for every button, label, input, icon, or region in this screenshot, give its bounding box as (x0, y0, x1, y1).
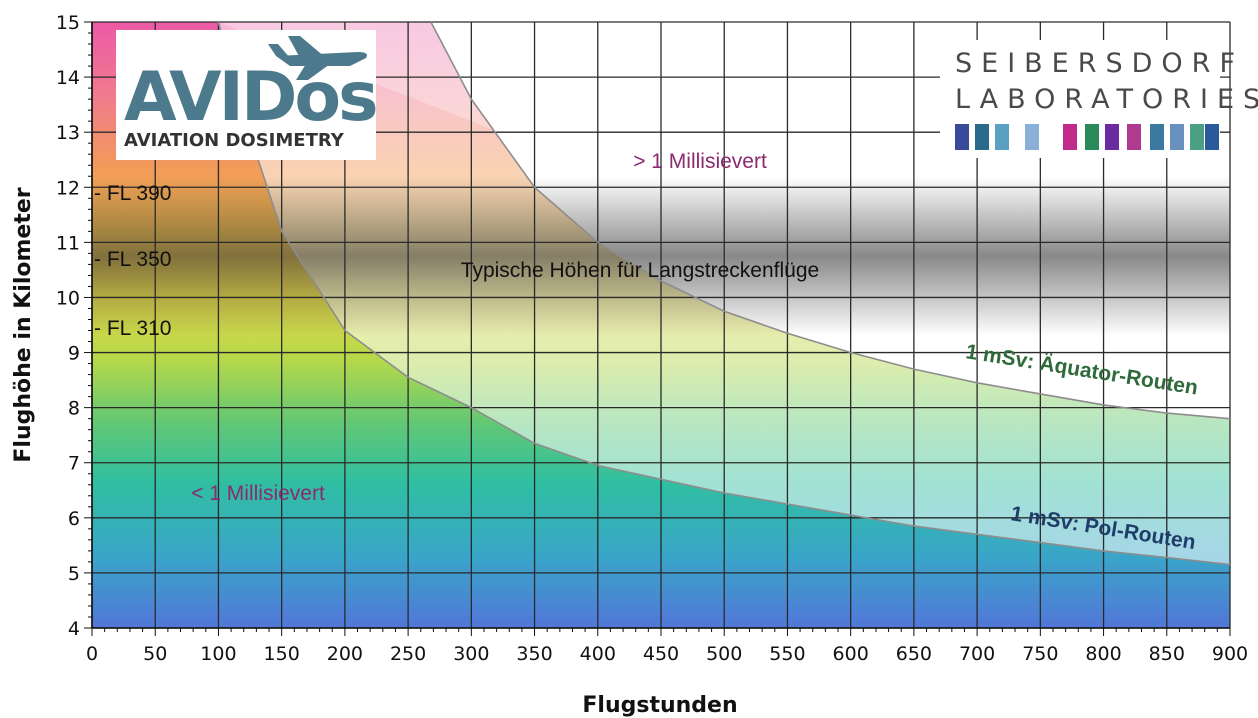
x-tick-label: 850 (1149, 643, 1185, 665)
x-axis-title: Flugstunden (582, 693, 737, 718)
y-axis-title: Flughöhe in Kilometer (11, 187, 36, 462)
seibersdorf-logo: SEIBERSDORF LABORATORIES (940, 40, 1258, 158)
flight-level-labels: - FL 390 - FL 350 - FL 310 (94, 182, 171, 340)
y-axis-ticks: 4 5 6 7 8 9 10 11 12 13 14 15 (56, 12, 80, 640)
x-tick-label: 700 (959, 643, 995, 665)
y-tick-label: 11 (56, 232, 80, 254)
seibersdorf-line2: LABORATORIES (955, 84, 1258, 115)
series-line-pol (217, 21, 1231, 566)
axes (84, 21, 1231, 636)
logo-stripe (1063, 124, 1077, 150)
y-tick-label: 6 (68, 508, 80, 530)
flight-level-label: - FL 390 (94, 182, 171, 205)
logo-stripe (955, 124, 969, 150)
avidos-logo: AVIDos AVIATION DOSIMETRY (116, 30, 379, 160)
x-tick-label: 100 (200, 643, 236, 665)
logo-stripe (1190, 124, 1204, 150)
logo-stripe (1150, 124, 1164, 150)
x-tick-label: 500 (706, 643, 742, 665)
y-tick-label: 12 (56, 177, 80, 199)
x-tick-label: 450 (643, 643, 679, 665)
x-tick-label: 800 (1085, 643, 1121, 665)
y-tick-label: 5 (68, 563, 80, 585)
x-tick-label: 650 (896, 643, 932, 665)
y-tick-label: 14 (56, 67, 80, 89)
x-tick-label: 400 (580, 643, 616, 665)
logo-stripe (1127, 124, 1141, 150)
logo-stripe (1025, 124, 1039, 150)
avidos-wordmark: AVIDos (124, 58, 376, 137)
y-tick-label: 13 (56, 122, 80, 144)
x-tick-label: 250 (390, 643, 426, 665)
x-axis-ticks: 0 50 100 150 200 250 300 350 400 450 500 550 600 650 7… (86, 643, 1248, 665)
y-tick-label: 15 (56, 12, 80, 34)
seibersdorf-line1: SEIBERSDORF (955, 48, 1244, 79)
series-line-aequator (430, 21, 1231, 420)
logo-color-stripes (955, 124, 1219, 150)
band-label: Typische Höhen für Langstreckenflüge (461, 259, 819, 282)
x-tick-label: 900 (1212, 643, 1248, 665)
x-tick-label: 350 (516, 643, 552, 665)
above-label: > 1 Millisievert (633, 150, 767, 173)
x-tick-label: 200 (327, 643, 363, 665)
x-tick-label: 600 (833, 643, 869, 665)
x-tick-label: 750 (1022, 643, 1058, 665)
logo-stripe (1170, 124, 1184, 150)
flight-level-label: - FL 350 (94, 248, 171, 271)
x-tick-label: 300 (453, 643, 489, 665)
logo-stripe (975, 124, 989, 150)
airplane-icon (268, 36, 367, 80)
y-tick-label: 4 (68, 618, 80, 640)
flight-level-label: - FL 310 (94, 317, 171, 340)
x-tick-label: 150 (264, 643, 300, 665)
y-tick-label: 10 (56, 287, 80, 309)
logo-stripe (1105, 124, 1119, 150)
y-tick-label: 9 (68, 343, 80, 365)
y-tick-label: 8 (68, 398, 80, 420)
logo-stripe (1085, 124, 1099, 150)
logo-stripe (995, 124, 1009, 150)
logo-stripe (1205, 124, 1219, 150)
below-label: < 1 Millisievert (191, 482, 325, 505)
x-tick-label: 550 (769, 643, 805, 665)
x-tick-label: 50 (143, 643, 167, 665)
y-tick-label: 7 (68, 453, 80, 475)
avidos-subtitle: AVIATION DOSIMETRY (124, 130, 345, 151)
x-tick-label: 0 (86, 643, 98, 665)
